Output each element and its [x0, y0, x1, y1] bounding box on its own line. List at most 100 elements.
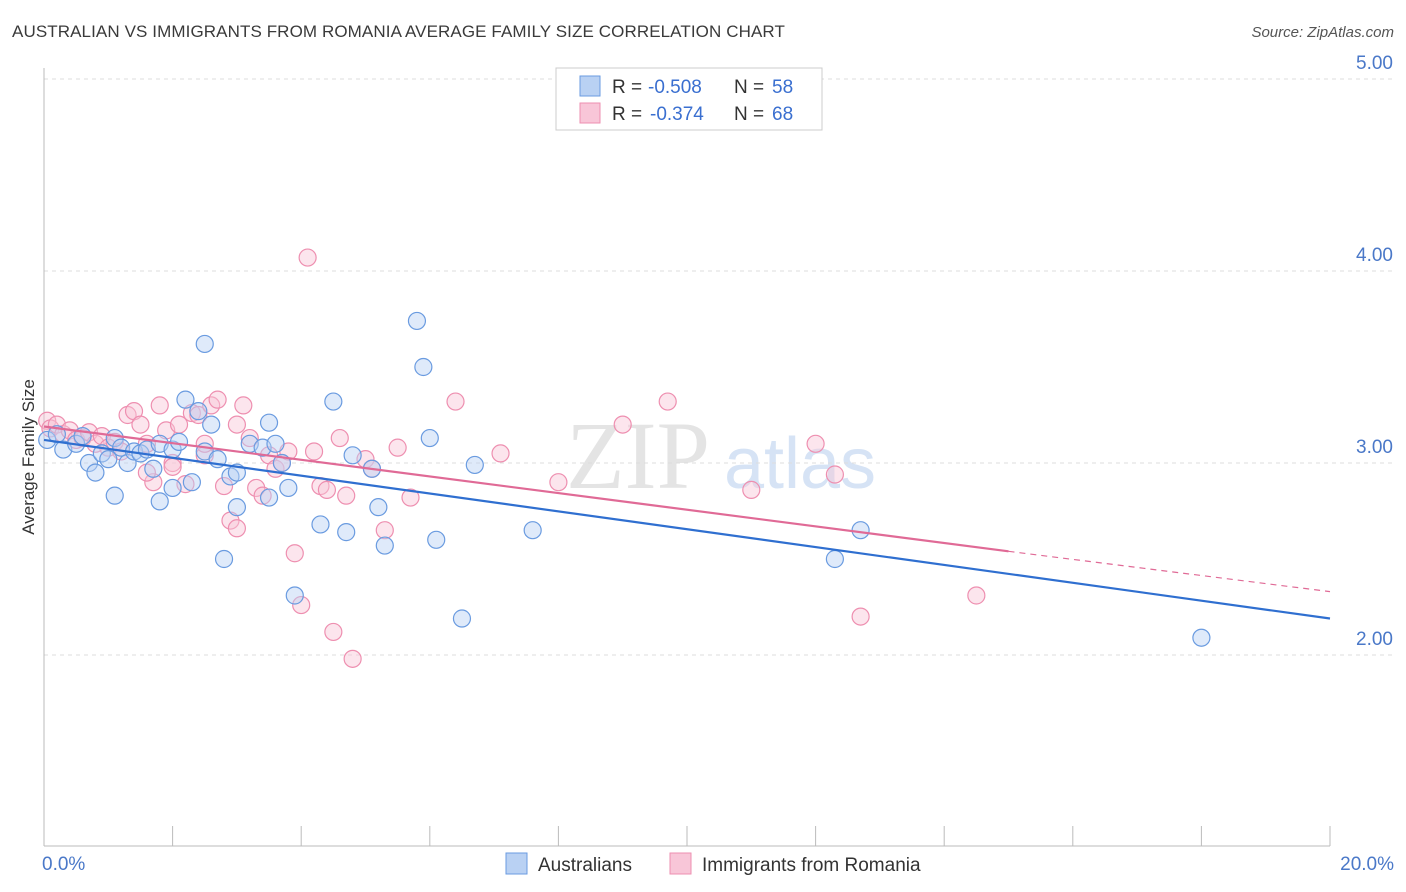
romania-point-67: [253, 486, 272, 505]
romania-point-57: [549, 473, 568, 492]
romania-point-41: [292, 595, 311, 615]
australians-point-23: [182, 473, 201, 492]
legend-r-value-1: -0.508: [648, 77, 702, 98]
watermark-zip: ZIP: [566, 402, 710, 509]
romania-point-34: [240, 428, 259, 448]
australians-point-37: [266, 434, 285, 453]
australians-point-26: [195, 334, 214, 354]
australians-point-46: [369, 498, 388, 517]
australians-point-53: [465, 455, 484, 475]
watermark-atlas: atlas: [724, 424, 876, 504]
legend-n-value-2: 68: [772, 104, 793, 125]
australians-point-10: [105, 486, 124, 505]
x-tick-labels: 0.0% 20.0%: [42, 854, 1394, 875]
australians-point-36: [259, 413, 279, 432]
australians-point-51: [427, 530, 446, 549]
romania-point-54: [401, 488, 420, 507]
chart-title: AUSTRALIAN VS IMMIGRANTS FROM ROMANIA AV…: [12, 22, 785, 41]
australians-point-43: [337, 523, 356, 542]
romania-point-65: [163, 457, 182, 476]
romania-point-56: [491, 444, 510, 463]
australians-point-40: [285, 586, 304, 605]
bottom-legend-label-australians: Australians: [538, 855, 632, 876]
australians-point-24: [189, 402, 208, 421]
y-tick-label-1: 3.00: [1356, 437, 1393, 458]
romania-point-33: [234, 396, 253, 415]
legend-r-label-1: R =: [612, 77, 642, 98]
bottom-legend-swatch-romania: [669, 852, 692, 875]
romania-trend-line-dashed: [1008, 550, 1331, 593]
romania-trend-line: [43, 425, 1009, 553]
chart-source: Source: ZipAtlas.com: [1251, 24, 1394, 41]
australians-point-42: [324, 392, 343, 411]
legend-n-label-1: N =: [734, 77, 764, 98]
romania-point-43: [304, 442, 324, 461]
australians-trend-line: [43, 438, 1331, 620]
australians-point-16: [144, 459, 163, 478]
romania-point-29: [214, 476, 234, 496]
y-tick-label-2: 4.00: [1356, 245, 1393, 266]
romania-point-60: [742, 480, 761, 499]
australians-point-48: [407, 311, 427, 331]
australians-point-9: [105, 428, 124, 448]
australians-point-20: [163, 478, 182, 498]
x-tick-label-1: 20.0%: [1340, 854, 1394, 875]
gridlines: [44, 78, 1392, 656]
romania-point-63: [851, 607, 870, 626]
australians-point-41: [311, 515, 330, 534]
australians-point-8: [99, 450, 118, 469]
australians-point-29: [214, 549, 234, 569]
y-tick-label-0: 2.00: [1356, 629, 1393, 650]
y-tick-labels: 2.00 3.00 4.00 5.00: [1356, 53, 1393, 650]
legend-box: R = -0.508 N = 58 R = -0.374 N = 68: [555, 67, 823, 131]
australians-point-52: [452, 609, 472, 628]
romania-point-49: [343, 649, 362, 668]
australians-point-55: [825, 549, 844, 569]
bottom-legend-swatch-australians: [505, 852, 528, 875]
australians-point-39: [279, 478, 298, 498]
romania-point-62: [825, 465, 844, 484]
australians-point-12: [118, 453, 137, 473]
romania-point-15: [131, 415, 150, 434]
romania-point-53: [388, 438, 407, 457]
romania-point-55: [446, 392, 465, 411]
romania-point-48: [337, 486, 356, 505]
legend-n-label-2: N =: [734, 104, 764, 125]
trend-lines: [43, 425, 1331, 620]
australians-point-6: [86, 463, 105, 482]
romania-point-28: [208, 390, 227, 409]
romania-point-40: [285, 544, 304, 563]
legend-swatch-australians: [579, 75, 601, 97]
x-ticks: [43, 826, 1331, 846]
australians-point-47: [375, 536, 394, 555]
y-axis-title: Average Family Size: [19, 379, 38, 535]
legend-swatch-romania: [579, 102, 601, 124]
romania-point-42: [298, 248, 317, 267]
australians-point-22: [176, 390, 195, 409]
australians-point-49: [414, 357, 433, 377]
australians-point-57: [1192, 628, 1211, 647]
romania-point-64: [967, 586, 986, 605]
australians-point-44: [343, 446, 362, 465]
australians-point-35: [259, 488, 279, 507]
bottom-legend-label-romania: Immigrants from Romania: [702, 855, 921, 876]
australians-point-31: [227, 498, 246, 517]
legend-n-value-1: 58: [772, 77, 793, 98]
australians-point-56: [851, 521, 870, 540]
australians-point-18: [150, 492, 169, 511]
legend-r-label-2: R =: [612, 104, 642, 125]
romania-point-59: [658, 392, 677, 411]
romania-point-32: [227, 415, 246, 434]
australians-point-54: [523, 521, 542, 540]
romania-point-52: [375, 521, 394, 540]
romania-point-61: [806, 434, 825, 453]
romania-point-31: [227, 519, 246, 538]
australians-point-50: [420, 428, 439, 448]
australians-point-27: [202, 415, 221, 434]
legend-r-value-2: -0.374: [650, 104, 704, 125]
x-tick-label-0: 0.0%: [42, 854, 85, 875]
romania-point-17: [144, 473, 163, 492]
y-tick-label-3: 5.00: [1356, 53, 1393, 74]
romania-point-18: [150, 396, 169, 415]
romania-point-58: [613, 415, 632, 434]
